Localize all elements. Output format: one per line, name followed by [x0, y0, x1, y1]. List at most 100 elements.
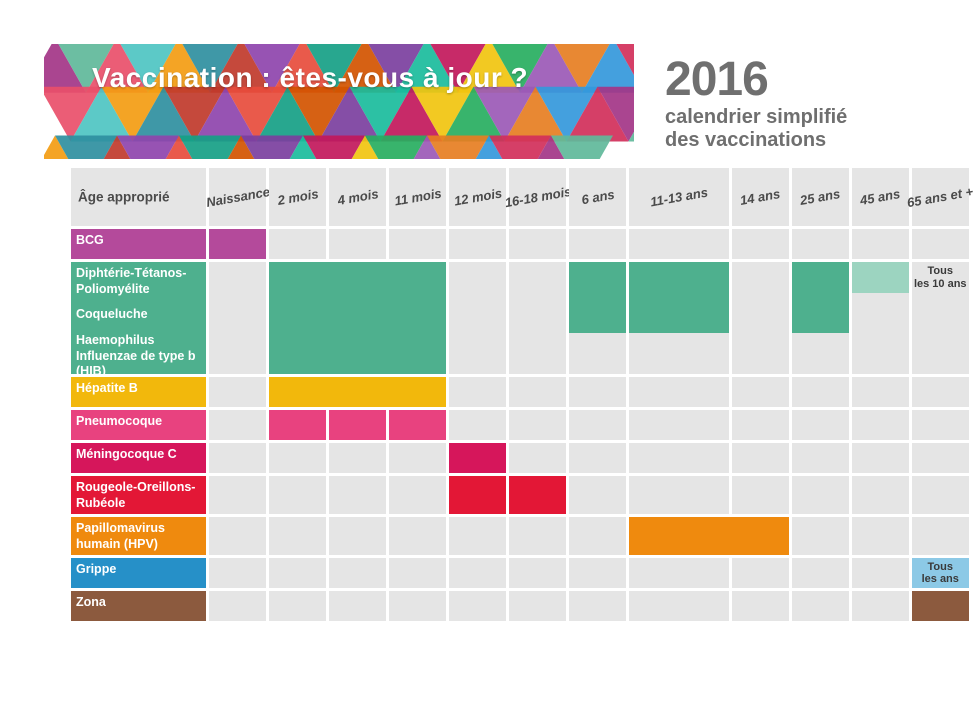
- cell-bg-r0-c5: [449, 229, 506, 259]
- cell-bg-r7-c2: [269, 558, 326, 588]
- row-label-2: Hépatite B: [71, 377, 206, 407]
- cell-bg-r0-c12: [912, 229, 969, 259]
- cell-fill-r1-c11: [852, 262, 909, 293]
- cell-bg-r2-c1: [209, 377, 266, 407]
- row-label-5: Rougeole-Oreillons-Rubéole: [71, 476, 206, 514]
- row-label-4: Méningocoque C: [71, 443, 206, 473]
- cell-bg-r5-c7: [569, 476, 626, 514]
- cell-fill-r6-c8: [629, 517, 789, 555]
- cell-fill-r0-c1: [209, 229, 266, 259]
- cell-bg-r2-c12: [912, 377, 969, 407]
- row-label-0: BCG: [71, 229, 206, 259]
- header-cell-age-3: 4 mois: [329, 168, 386, 226]
- cell-bg-r3-c5: [449, 410, 506, 440]
- cell-bg-r4-c7: [569, 443, 626, 473]
- cell-fill-r1-c10: [792, 262, 849, 333]
- cell-bg-r0-c6: [509, 229, 566, 259]
- cell-fill-r5-c6: [509, 476, 566, 514]
- vaccination-table: Âge approprié Naissance 2 mois 4 mois 11…: [71, 168, 969, 624]
- cell-bg-r8-c5: [449, 591, 506, 621]
- cell-bg-r8-c6: [509, 591, 566, 621]
- header-cell-vaccine: Âge approprié: [71, 168, 206, 226]
- cell-bg-r5-c11: [852, 476, 909, 514]
- cell-bg-r8-c1: [209, 591, 266, 621]
- cell-bg-r0-c4: [389, 229, 446, 259]
- cell-fill-r1-c2: [269, 262, 446, 374]
- cell-bg-r4-c10: [792, 443, 849, 473]
- header-year: 2016: [665, 56, 847, 104]
- cell-bg-r0-c10: [792, 229, 849, 259]
- cell-bg-r5-c8: [629, 476, 729, 514]
- cell-bg-r2-c8: [629, 377, 729, 407]
- cell-bg-r4-c11: [852, 443, 909, 473]
- cell-bg-r4-c8: [629, 443, 729, 473]
- cell-bg-r5-c3: [329, 476, 386, 514]
- header-banner: Vaccination : êtes-vous à jour ?: [44, 44, 634, 159]
- cell-bg-r3-c6: [509, 410, 566, 440]
- cell-bg-r3-c1: [209, 410, 266, 440]
- cell-bg-r7-c5: [449, 558, 506, 588]
- header-cell-age-10: 25 ans: [792, 168, 849, 226]
- cell-text-r7-c12: Tous les ans: [912, 558, 969, 588]
- cell-fill-r1-c8: [629, 262, 729, 333]
- cell-bg-r7-c4: [389, 558, 446, 588]
- cell-bg-r8-c8: [629, 591, 729, 621]
- cell-bg-r2-c6: [509, 377, 566, 407]
- cell-fill-r4-c5: [449, 443, 506, 473]
- cell-bg-r7-c3: [329, 558, 386, 588]
- cell-bg-r6-c1: [209, 517, 266, 555]
- cell-bg-r1-c6: [509, 262, 566, 374]
- cell-bg-r7-c8: [629, 558, 729, 588]
- cell-bg-r7-c6: [509, 558, 566, 588]
- header-cell-age-9: 14 ans: [732, 168, 789, 226]
- cell-bg-r6-c6: [509, 517, 566, 555]
- cell-bg-r1-c9: [732, 262, 789, 374]
- cell-bg-r4-c9: [732, 443, 789, 473]
- cell-bg-r0-c9: [732, 229, 789, 259]
- cell-bg-r2-c5: [449, 377, 506, 407]
- cell-bg-r0-c7: [569, 229, 626, 259]
- cell-bg-r3-c10: [792, 410, 849, 440]
- header-subtitle: calendrier simplifié des vaccinations: [665, 106, 847, 152]
- cell-bg-r5-c4: [389, 476, 446, 514]
- cell-bg-r5-c9: [732, 476, 789, 514]
- header-cell-age-2: 2 mois: [269, 168, 326, 226]
- cell-text-r1-c12: Tous les 10 ans: [912, 262, 969, 293]
- cell-bg-r5-c1: [209, 476, 266, 514]
- cell-bg-r1-c5: [449, 262, 506, 374]
- cell-bg-r0-c2: [269, 229, 326, 259]
- row-label-8: Zona: [71, 591, 206, 621]
- cell-bg-r8-c9: [732, 591, 789, 621]
- cell-bg-r3-c9: [732, 410, 789, 440]
- cell-bg-r8-c4: [389, 591, 446, 621]
- cell-fill-r3-c3: [329, 410, 386, 440]
- row-label-3: Pneumocoque: [71, 410, 206, 440]
- cell-fill-r3-c2: [269, 410, 326, 440]
- cell-bg-r8-c7: [569, 591, 626, 621]
- cell-fill-r5-c5: [449, 476, 506, 514]
- cell-bg-r6-c2: [269, 517, 326, 555]
- cell-bg-r7-c9: [732, 558, 789, 588]
- cell-bg-r6-c12: [912, 517, 969, 555]
- cell-bg-r5-c2: [269, 476, 326, 514]
- cell-bg-r8-c3: [329, 591, 386, 621]
- cell-bg-r3-c7: [569, 410, 626, 440]
- cell-fill-r3-c4: [389, 410, 446, 440]
- cell-bg-r6-c11: [852, 517, 909, 555]
- cell-bg-r4-c3: [329, 443, 386, 473]
- cell-bg-r6-c10: [792, 517, 849, 555]
- cell-fill-r2-c2: [269, 377, 446, 407]
- cell-bg-r7-c11: [852, 558, 909, 588]
- header-year-block: 2016 calendrier simplifié des vaccinatio…: [665, 56, 847, 152]
- header-cell-age-7: 6 ans: [569, 168, 626, 226]
- header-cell-age-6: 16-18 mois: [509, 168, 566, 226]
- cell-bg-r4-c6: [509, 443, 566, 473]
- cell-bg-r7-c10: [792, 558, 849, 588]
- cell-bg-r2-c7: [569, 377, 626, 407]
- cell-fill-r8-c12: [912, 591, 969, 621]
- cell-bg-r6-c5: [449, 517, 506, 555]
- cell-bg-r4-c4: [389, 443, 446, 473]
- cell-bg-r2-c9: [732, 377, 789, 407]
- cell-bg-r2-c11: [852, 377, 909, 407]
- cell-bg-r6-c3: [329, 517, 386, 555]
